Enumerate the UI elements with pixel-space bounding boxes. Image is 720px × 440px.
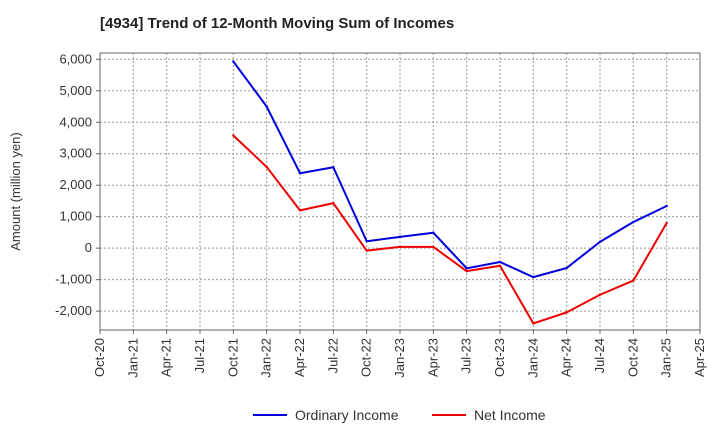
y-tick-label: 6,000 <box>59 51 92 66</box>
data-point <box>365 249 368 252</box>
y-tick-label: -1,000 <box>55 272 92 287</box>
x-tick-label: Jan-25 <box>659 338 674 378</box>
x-tick-label: Apr-24 <box>559 338 574 377</box>
data-point <box>565 311 568 314</box>
data-point <box>332 201 335 205</box>
y-tick-label: 3,000 <box>59 146 92 161</box>
data-point <box>665 204 668 208</box>
data-point <box>598 240 602 244</box>
x-tick-label: Jan-24 <box>525 338 540 378</box>
x-tick-label: Apr-21 <box>159 338 174 377</box>
data-point <box>398 245 402 249</box>
data-point <box>265 105 268 108</box>
x-tick-label: Oct-23 <box>492 338 507 377</box>
y-tick-label: 2,000 <box>59 177 92 192</box>
data-point <box>632 279 635 282</box>
axes: 6,000 5,000 4,000 3,000 2,000 1,000 0 -1,000 -2,… <box>8 51 707 377</box>
data-point <box>598 293 602 296</box>
data-point <box>532 275 535 279</box>
x-tick-label: Jul-23 <box>459 338 474 373</box>
data-point <box>398 235 402 239</box>
x-tick-label: Oct-21 <box>225 338 240 377</box>
series-lines <box>232 60 668 325</box>
data-point <box>532 322 535 325</box>
data-point <box>232 60 235 63</box>
data-point <box>432 231 435 234</box>
data-point <box>365 240 368 243</box>
y-axis-title: Amount (million yen) <box>8 132 23 251</box>
data-point <box>498 260 502 264</box>
x-tick-label: Oct-22 <box>359 338 374 377</box>
x-tick-label: Oct-20 <box>92 338 107 377</box>
y-tick-label: 4,000 <box>59 114 92 129</box>
x-tick-label: Oct-24 <box>625 338 640 377</box>
series-line-ordinary-income <box>232 60 668 279</box>
data-point <box>565 266 568 270</box>
y-tick-label: 5,000 <box>59 83 92 98</box>
x-tick-label: Jul-24 <box>592 338 607 373</box>
data-point <box>465 267 468 270</box>
data-point <box>498 264 502 267</box>
x-tick-label: Apr-22 <box>292 338 307 377</box>
data-point <box>298 209 302 212</box>
chart-title: [4934] Trend of 12-Month Moving Sum of I… <box>100 15 455 32</box>
series-line-net-income <box>232 134 668 325</box>
x-tick-label: Apr-25 <box>692 338 707 377</box>
grid <box>100 53 700 330</box>
x-tick-label: Jan-23 <box>392 338 407 378</box>
x-tick-label: Jul-21 <box>192 338 207 373</box>
data-point <box>298 172 302 175</box>
y-tick-label: 0 <box>85 240 92 255</box>
legend-label: Ordinary Income <box>295 407 399 423</box>
x-tick-label: Jul-22 <box>325 338 340 373</box>
x-tick-label: Apr-23 <box>425 338 440 377</box>
data-point <box>632 220 635 224</box>
y-tick-label: 1,000 <box>59 209 92 224</box>
x-tick-label: Jan-21 <box>125 338 140 378</box>
data-point <box>265 165 268 169</box>
data-point <box>465 269 468 273</box>
data-point <box>332 166 335 169</box>
x-tick-label: Jan-22 <box>259 338 274 378</box>
y-tick-label: -2,000 <box>55 303 92 318</box>
data-point <box>665 221 668 225</box>
legend-label: Net Income <box>474 407 546 423</box>
legend: Ordinary Income Net Income <box>253 407 546 423</box>
data-point <box>232 134 235 137</box>
data-point <box>432 245 435 249</box>
